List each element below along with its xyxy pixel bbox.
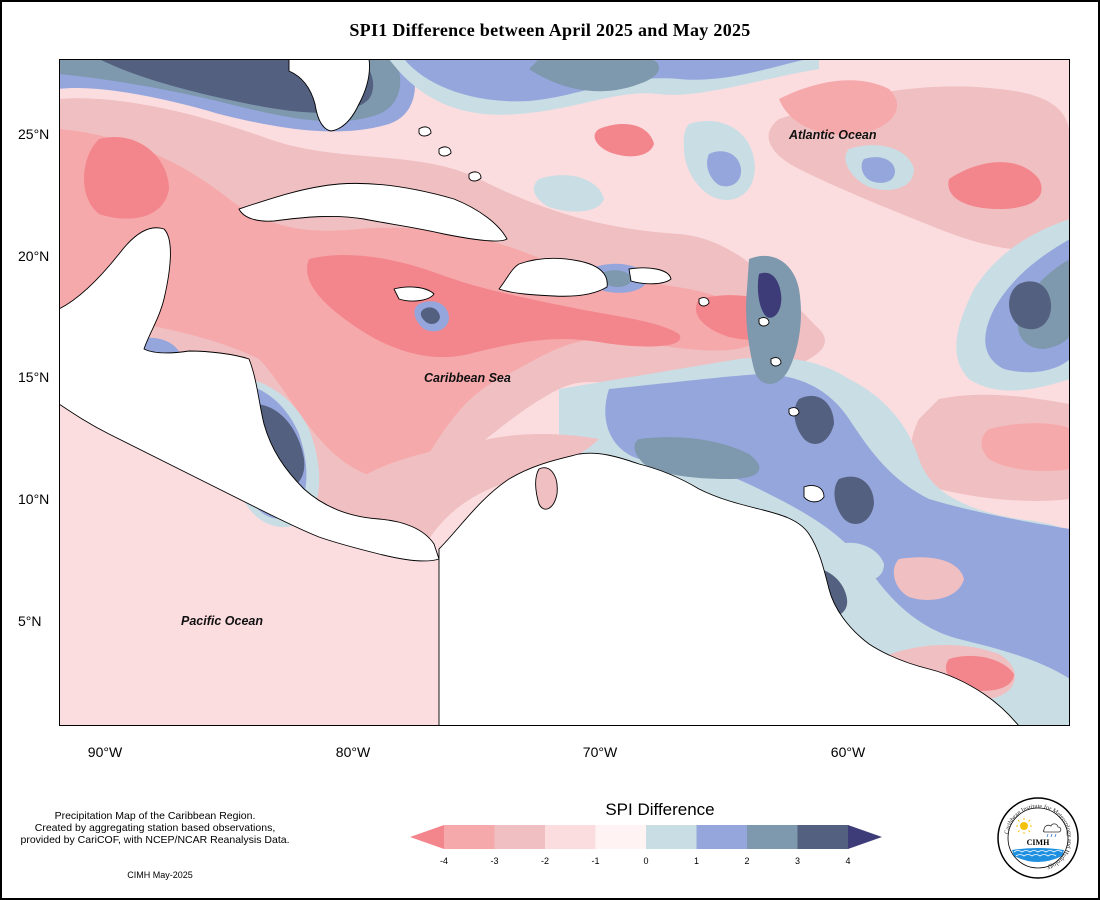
legend-tick-label: -3 xyxy=(490,856,498,866)
issue-stamp: CIMH May-2025 xyxy=(127,870,193,880)
lon-tick-80w: 80°W xyxy=(335,744,371,760)
footnote-line-2: Created by aggregating station based obs… xyxy=(34,822,276,834)
footnote-line-3: provided by CariCOF, with NCEP/NCAR Rean… xyxy=(20,834,290,846)
cimh-logo: Caribbean Institute for Meteorology and … xyxy=(997,797,1079,879)
legend-tick-label: -2 xyxy=(541,856,549,866)
legend-tick-label: 4 xyxy=(845,856,850,866)
legend-tick-label: 3 xyxy=(795,856,800,866)
legend-tick-label: -4 xyxy=(440,856,448,866)
legend-swatch xyxy=(646,825,697,849)
legend-title: SPI Difference xyxy=(605,800,715,819)
lat-tick-10n: 10°N xyxy=(18,491,50,507)
logo-acronym: CIMH xyxy=(1027,838,1050,847)
footnote-line-1: Precipitation Map of the Caribbean Regio… xyxy=(54,810,256,822)
spi-color-legend: -4 -3 -2 -1 0 1 2 3 4 xyxy=(410,825,882,866)
lon-tick-70w: 70°W xyxy=(582,744,618,760)
lat-tick-20n: 20°N xyxy=(18,248,50,264)
legend-swatch xyxy=(797,825,849,849)
legend-swatch xyxy=(545,825,596,849)
legend-extend-min xyxy=(410,825,444,849)
spi-difference-map: Atlantic Ocean Caribbean Sea Pacific Oce… xyxy=(59,59,1070,726)
legend-swatch xyxy=(444,825,495,849)
atlantic-ocean-label: Atlantic Ocean xyxy=(788,128,877,142)
legend-extend-max xyxy=(848,825,882,849)
lat-tick-25n: 25°N xyxy=(18,126,50,142)
water-wave-icon xyxy=(1012,848,1064,862)
east-atlantic-wet-anomaly xyxy=(956,219,1070,391)
legend-swatch xyxy=(494,825,546,849)
lon-tick-90w: 90°W xyxy=(87,744,123,760)
lon-tick-60w: 60°W xyxy=(830,744,866,760)
pacific-ocean-label: Pacific Ocean xyxy=(181,614,263,628)
caribbean-sea-label: Caribbean Sea xyxy=(424,371,511,385)
legend-swatch xyxy=(747,825,798,849)
data-source-note: Precipitation Map of the Caribbean Regio… xyxy=(0,810,310,846)
cloud-icon xyxy=(1042,823,1062,838)
sun-icon xyxy=(1016,818,1032,834)
map-title: SPI1 Difference between April 2025 and M… xyxy=(349,20,751,40)
land-masses xyxy=(59,59,1020,726)
lat-tick-15n: 15°N xyxy=(18,369,50,385)
legend-tick-label: 2 xyxy=(744,856,749,866)
legend-tick-label: 0 xyxy=(643,856,648,866)
legend-tick-label: 1 xyxy=(694,856,699,866)
legend-swatch xyxy=(595,825,647,849)
legend-swatch xyxy=(696,825,748,849)
lat-tick-5n: 5°N xyxy=(18,613,42,629)
legend-tick-label: -1 xyxy=(591,856,599,866)
